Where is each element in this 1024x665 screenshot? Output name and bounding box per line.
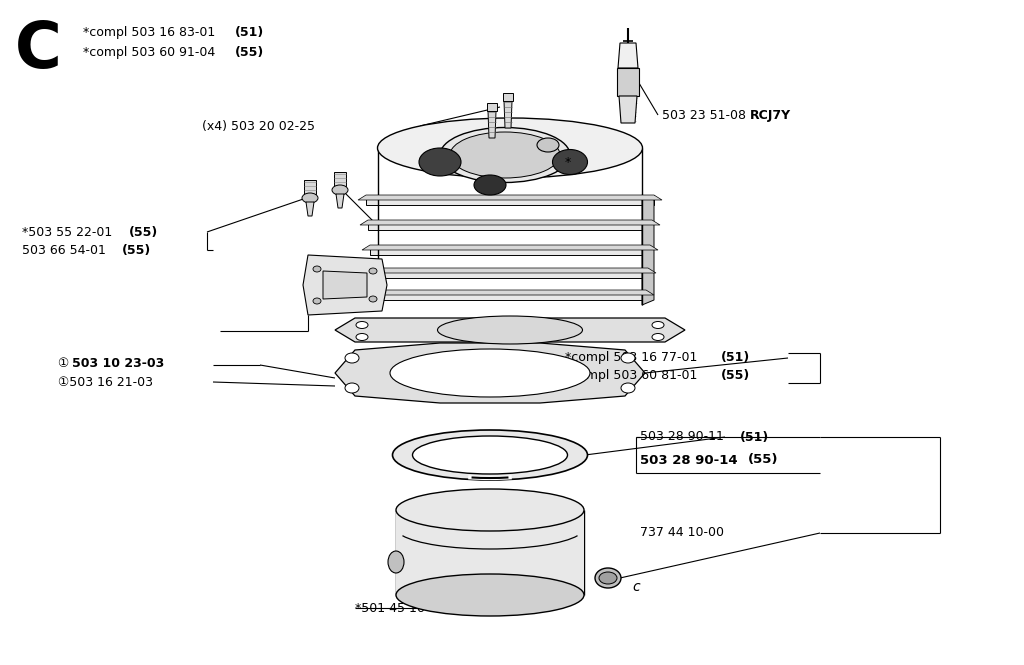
- Polygon shape: [303, 255, 387, 315]
- Text: 737 44 10-00: 737 44 10-00: [640, 527, 724, 539]
- Text: *compl 503 60 81-01: *compl 503 60 81-01: [565, 368, 701, 382]
- Text: ①: ①: [58, 356, 74, 370]
- Ellipse shape: [345, 353, 359, 363]
- Polygon shape: [396, 510, 584, 595]
- Text: *compl 503 16 83-01: *compl 503 16 83-01: [83, 25, 219, 39]
- Ellipse shape: [302, 193, 318, 203]
- Ellipse shape: [440, 128, 570, 182]
- Ellipse shape: [356, 334, 368, 340]
- Ellipse shape: [345, 383, 359, 393]
- Polygon shape: [360, 220, 660, 225]
- Polygon shape: [368, 220, 652, 230]
- Polygon shape: [503, 93, 513, 101]
- Ellipse shape: [369, 268, 377, 274]
- Text: RCJ7Y: RCJ7Y: [750, 108, 792, 122]
- Ellipse shape: [652, 321, 664, 329]
- Text: 503 28 90-11: 503 28 90-11: [640, 430, 728, 444]
- Ellipse shape: [474, 175, 506, 195]
- Text: (55): (55): [129, 225, 159, 239]
- Text: (51): (51): [740, 430, 769, 444]
- Ellipse shape: [537, 138, 559, 152]
- Ellipse shape: [450, 132, 560, 178]
- Ellipse shape: [369, 296, 377, 302]
- Text: (55): (55): [234, 45, 264, 59]
- Ellipse shape: [356, 321, 368, 329]
- Polygon shape: [364, 268, 656, 273]
- Ellipse shape: [419, 148, 461, 176]
- Polygon shape: [372, 268, 648, 278]
- Text: *compl 503 60 91-04: *compl 503 60 91-04: [83, 45, 219, 59]
- Text: (55): (55): [748, 454, 778, 467]
- Ellipse shape: [313, 266, 321, 272]
- Text: 503 28 90-14: 503 28 90-14: [640, 454, 742, 467]
- Ellipse shape: [396, 489, 584, 531]
- Polygon shape: [617, 68, 639, 96]
- Polygon shape: [504, 101, 512, 128]
- Polygon shape: [336, 194, 344, 208]
- Text: (51): (51): [234, 25, 264, 39]
- Ellipse shape: [621, 383, 635, 393]
- Ellipse shape: [621, 353, 635, 363]
- Ellipse shape: [437, 316, 583, 344]
- Text: (55): (55): [721, 368, 751, 382]
- Text: *: *: [565, 156, 571, 168]
- Ellipse shape: [378, 118, 642, 178]
- Text: (x4) 503 20 02-25: (x4) 503 20 02-25: [202, 120, 315, 132]
- Polygon shape: [488, 111, 496, 138]
- Text: 503 23 51-08: 503 23 51-08: [662, 108, 750, 122]
- Text: c: c: [632, 580, 640, 594]
- Polygon shape: [618, 43, 638, 68]
- Text: ①503 16 21-03: ①503 16 21-03: [58, 376, 153, 388]
- Polygon shape: [306, 202, 314, 216]
- Ellipse shape: [392, 430, 588, 480]
- Ellipse shape: [553, 150, 588, 174]
- Text: *compl 503 16 77-01: *compl 503 16 77-01: [565, 350, 701, 364]
- Polygon shape: [358, 195, 662, 200]
- Text: C: C: [15, 19, 61, 81]
- Polygon shape: [323, 271, 367, 299]
- Polygon shape: [304, 180, 316, 194]
- Ellipse shape: [396, 574, 584, 616]
- Text: 503 10 23-03: 503 10 23-03: [72, 356, 164, 370]
- Ellipse shape: [388, 551, 404, 573]
- Text: 503 66 54-01: 503 66 54-01: [22, 243, 110, 257]
- Text: (51): (51): [721, 350, 751, 364]
- Polygon shape: [374, 290, 646, 300]
- Polygon shape: [334, 172, 346, 186]
- Polygon shape: [362, 245, 658, 250]
- Polygon shape: [366, 290, 654, 295]
- Ellipse shape: [313, 298, 321, 304]
- Polygon shape: [642, 195, 654, 305]
- Ellipse shape: [652, 334, 664, 340]
- Polygon shape: [487, 103, 497, 111]
- Text: (55): (55): [122, 243, 152, 257]
- Polygon shape: [618, 96, 637, 123]
- Polygon shape: [366, 195, 654, 205]
- Polygon shape: [370, 245, 650, 255]
- Polygon shape: [335, 318, 685, 342]
- Ellipse shape: [595, 568, 621, 588]
- Text: *501 45 16-01: *501 45 16-01: [355, 602, 445, 614]
- Ellipse shape: [599, 572, 617, 584]
- Ellipse shape: [332, 185, 348, 195]
- Text: *503 55 22-01: *503 55 22-01: [22, 225, 117, 239]
- Polygon shape: [335, 343, 645, 403]
- Ellipse shape: [390, 349, 590, 397]
- Ellipse shape: [413, 436, 567, 474]
